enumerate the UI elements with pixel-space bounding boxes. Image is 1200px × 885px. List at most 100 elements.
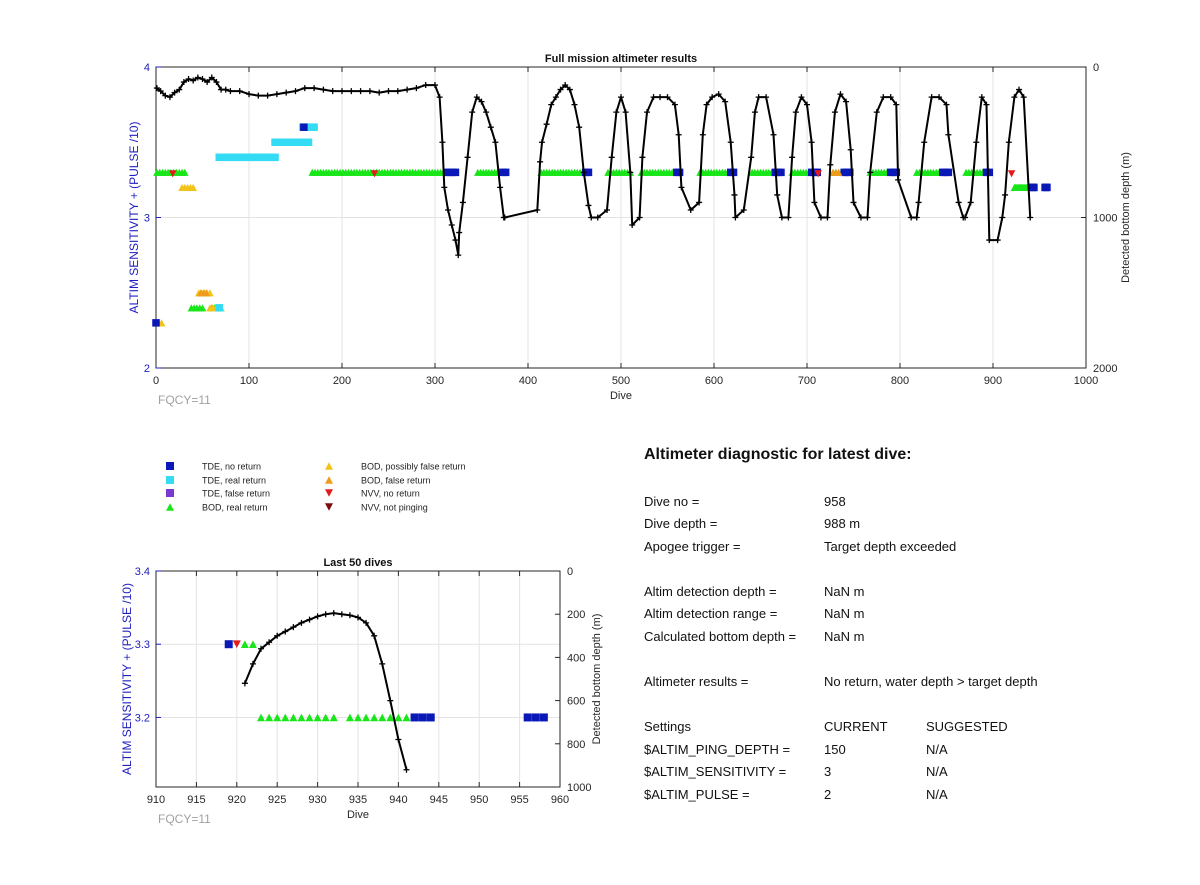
bottom-depth-point xyxy=(751,109,758,116)
x-tick-label: 945 xyxy=(430,794,448,806)
x-axis-label: Dive xyxy=(610,390,632,402)
bottom-depth-point xyxy=(394,88,401,95)
bottom-depth-point xyxy=(893,101,900,108)
nvv_no_return-marker xyxy=(814,170,822,178)
bottom-depth-point xyxy=(363,619,370,626)
bod_real_return-marker xyxy=(329,713,338,722)
bottom-depth-point xyxy=(346,612,353,619)
bottom-depth-point xyxy=(1016,86,1023,93)
bottom-depth-point xyxy=(973,139,980,146)
bod_real_return-marker xyxy=(166,503,174,511)
tde_no_return-marker xyxy=(846,168,854,177)
x-tick-label: 940 xyxy=(389,794,407,806)
fqcy-note: FQCY=11 xyxy=(158,393,211,407)
sensitivity-label: $ALTIM_SENSITIVITY = xyxy=(644,764,787,779)
tde_no_return-marker xyxy=(944,168,953,177)
bottom-depth-point xyxy=(199,76,206,83)
bottom-depth-point xyxy=(986,237,993,244)
y-left-axis-label: ALTIM SENSITIVITY + (PULSE /10) xyxy=(127,122,141,314)
y-right-tick-label: 200 xyxy=(567,609,585,621)
bod_real_return-marker xyxy=(362,713,371,722)
bottom-depth-point xyxy=(557,86,564,93)
x-tick-label: 960 xyxy=(551,794,569,806)
y-right-tick-label: 1000 xyxy=(567,782,591,794)
bottom-depth-point xyxy=(283,89,290,96)
chart-title: Full mission altimeter results xyxy=(545,53,697,65)
x-tick-label: 930 xyxy=(308,794,326,806)
bottom-depth-point xyxy=(473,94,480,101)
bottom-depth-point xyxy=(955,199,962,206)
bottom-depth-point xyxy=(887,94,894,101)
bottom-depth-point xyxy=(478,98,485,105)
bottom-depth-point xyxy=(585,202,592,209)
x-axis-label: Dive xyxy=(347,809,369,821)
x-tick-label: 0 xyxy=(153,375,159,387)
bottom-depth-point xyxy=(732,214,739,221)
last50-chart: 910 915 920 925 930 935 940 945 950 955 960 3.2 3.3 3… xyxy=(120,557,603,826)
fqcy-note: FQCY=11 xyxy=(158,812,211,826)
x-tick-label: 925 xyxy=(268,794,286,806)
bottom-depth-point xyxy=(722,98,729,105)
full-chart: 0 100 200 300 400 500 600 700 800 900 1000 2 3 4 0 1000… xyxy=(127,53,1132,407)
x-tick-label: 700 xyxy=(798,375,816,387)
bottom-depth-point xyxy=(999,214,1006,221)
bod_real_return-marker xyxy=(321,713,330,722)
bottom-depth-point xyxy=(774,191,781,198)
tde_real_return-marker xyxy=(310,123,318,131)
bottom-depth-point xyxy=(306,616,313,623)
bottom-depth-point xyxy=(162,92,169,99)
bottom-depth-point xyxy=(588,214,595,221)
bottom-depth-point xyxy=(873,109,880,116)
bottom-depth-point xyxy=(636,214,643,221)
bottom-depth-point xyxy=(487,124,494,131)
bod_false_return-marker xyxy=(834,168,843,176)
bottom-depth-point xyxy=(548,101,555,108)
bottom-depth-point xyxy=(180,79,187,86)
bottom-depth-point xyxy=(456,229,463,236)
bottom-depth-point xyxy=(827,161,834,168)
x-tick-label: 500 xyxy=(612,375,630,387)
bottom-depth-point xyxy=(222,86,229,93)
bottom-depth-point xyxy=(1005,139,1012,146)
bottom-depth-point xyxy=(978,94,985,101)
bottom-depth-point xyxy=(249,660,256,667)
bod_real_return-marker xyxy=(181,168,189,176)
sensitivity-current: 3 xyxy=(824,764,832,779)
bottom-depth-point xyxy=(664,94,671,101)
bod_real_return-marker xyxy=(402,713,411,722)
bod_real_return-marker xyxy=(345,713,354,722)
bottom-depth-point xyxy=(492,139,499,146)
bottom-depth-point xyxy=(808,139,815,146)
bottom-depth-point xyxy=(301,85,308,92)
bottom-depth-point xyxy=(445,206,452,213)
x-tick-label: 400 xyxy=(519,375,537,387)
bod_real_return-marker xyxy=(198,304,207,312)
bottom-depth-point xyxy=(448,222,455,229)
bottom-depth-point xyxy=(538,139,545,146)
bottom-depth-point xyxy=(441,184,448,191)
bottom-depth-point xyxy=(983,101,990,108)
bottom-depth-point xyxy=(258,645,265,652)
legend-item-label: BOD, false return xyxy=(361,476,431,486)
tde_no_return-marker xyxy=(418,713,427,722)
results-label: Altimeter results = xyxy=(644,674,749,689)
legend-item: NVV, no return xyxy=(325,489,420,499)
altimeter-markers xyxy=(152,123,1051,327)
bottom-depth-point xyxy=(811,199,818,206)
bottom-depth-point xyxy=(696,199,703,206)
apogee-value: Target depth exceeded xyxy=(824,539,957,554)
bottom-depth-point xyxy=(273,91,280,98)
bottom-depth-point xyxy=(880,94,887,101)
settings-header-suggested: SUGGESTED xyxy=(926,719,1008,734)
x-tick-label: 200 xyxy=(333,375,351,387)
x-tick-label: 100 xyxy=(240,375,258,387)
tde_real_return-marker xyxy=(166,476,174,484)
bottom-depth-point xyxy=(501,214,508,221)
bottom-depth-point xyxy=(967,199,974,206)
bottom-depth-point xyxy=(255,92,262,99)
bottom-depth-point xyxy=(1011,94,1018,101)
legend-item: TDE, false return xyxy=(166,489,270,499)
bottom-depth-point xyxy=(413,85,420,92)
tde_no_return-marker xyxy=(1043,183,1051,192)
